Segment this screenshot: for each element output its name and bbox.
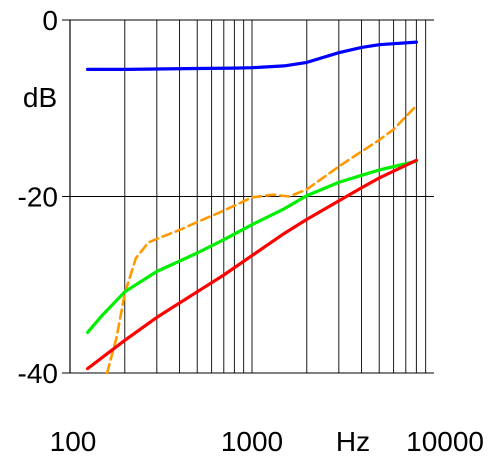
grid bbox=[62, 19, 434, 374]
series-line-3 bbox=[86, 159, 418, 334]
axes bbox=[69, 20, 434, 374]
y-tick-label: -20 bbox=[18, 182, 58, 213]
y-tick-label: 0 bbox=[42, 5, 58, 36]
x-tick-label: 1000 bbox=[221, 426, 283, 457]
y-tick-label: -40 bbox=[18, 358, 58, 389]
series-line-1 bbox=[86, 40, 418, 71]
x-tick-label: 10000 bbox=[406, 426, 484, 457]
x-tick-label: 100 bbox=[50, 426, 97, 457]
y-axis-label: dB bbox=[23, 82, 57, 113]
series-line-2 bbox=[105, 104, 418, 375]
tick-labels: dB Hz 0 -20 -40 100 1000 10000 bbox=[18, 5, 484, 457]
series-lines bbox=[86, 40, 418, 375]
series-line-4 bbox=[86, 158, 418, 371]
x-axis-label: Hz bbox=[336, 426, 370, 457]
